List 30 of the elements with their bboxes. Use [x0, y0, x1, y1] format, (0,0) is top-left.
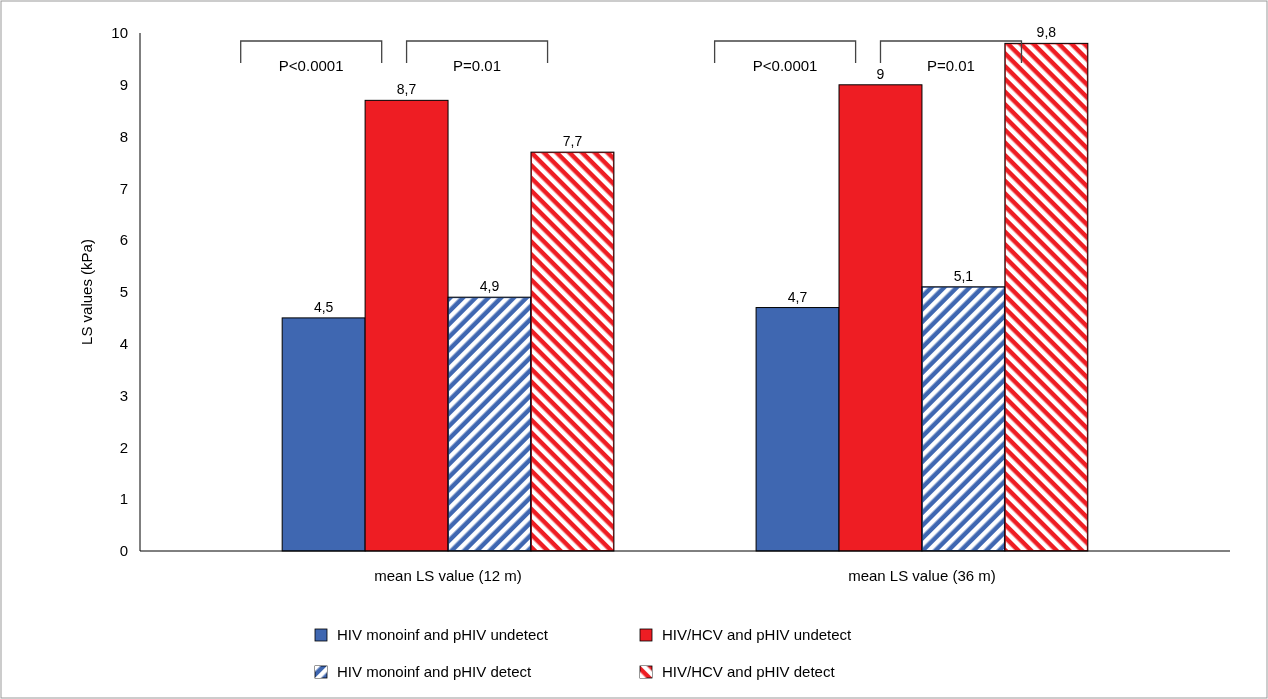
y-tick-label: 1	[119, 490, 128, 508]
y-tick-label: 6	[119, 231, 128, 249]
y-axis-title: LS values (kPa)	[78, 239, 95, 345]
legend-label: HIV monoinf and pHIV undetect	[337, 626, 549, 643]
y-tick-label: 9	[119, 76, 128, 94]
y-tick-label: 10	[111, 24, 128, 42]
data-label: 4,7	[787, 288, 808, 305]
legend-label: HIV/HCV and pHIV detect	[662, 663, 836, 680]
data-label: 5,1	[953, 267, 974, 284]
x-tick-label: mean LS value (36 m)	[848, 567, 996, 584]
y-tick-label: 8	[119, 127, 128, 145]
y-tick-label: 2	[119, 438, 128, 456]
data-label: 4,9	[479, 278, 500, 295]
x-tick-label: mean LS value (12 m)	[374, 567, 522, 584]
data-label: 9	[876, 65, 885, 82]
data-label: 4,5	[313, 298, 334, 315]
annotation: P<0.0001	[752, 57, 818, 74]
legend-label: HIV/HCV and pHIV undetect	[662, 626, 853, 643]
y-tick-label: 0	[119, 542, 128, 560]
data-label: 8,7	[396, 81, 417, 98]
annotation: P=0.01	[927, 57, 975, 74]
y-tick-label: 7	[119, 179, 128, 197]
data-label: 7,7	[562, 133, 583, 150]
y-tick-label: 4	[119, 335, 128, 353]
annotation: P<0.0001	[278, 57, 344, 74]
legend-label: HIV monoinf and pHIV detect	[337, 663, 533, 680]
data-label: 9,8	[1036, 24, 1057, 41]
y-tick-label: 5	[119, 283, 128, 301]
y-tick-label: 3	[119, 386, 128, 404]
annotation: P=0.01	[453, 57, 502, 74]
